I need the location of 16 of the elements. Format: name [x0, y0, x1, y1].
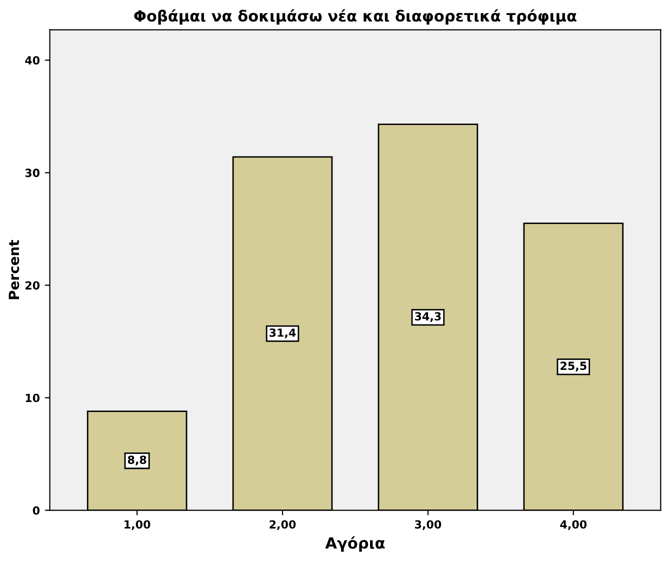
data-label: 8,8 [128, 456, 146, 466]
y-tick-label: 30 [25, 168, 40, 178]
y-tick-label: 40 [25, 56, 40, 65]
data-label: 34,3 [415, 312, 441, 322]
x-tick-label: 2,00 [270, 520, 296, 530]
x-tick-label: 1,00 [124, 520, 150, 530]
x-tick-label: 3,00 [415, 520, 442, 530]
x-axis-title: Αγόρια [325, 536, 385, 552]
y-tick-label: 20 [25, 281, 40, 290]
y-tick-label: 10 [26, 394, 40, 402]
data-label: 31,4 [270, 328, 296, 338]
chart-title: Φοβάμαι να δοκιμάσω νέα και διαφορετικά τρόφιμα [134, 9, 576, 25]
y-axis-title: Percent [8, 240, 20, 300]
data-label: 25,5 [560, 362, 586, 372]
x-tick-label: 4,00 [560, 520, 587, 530]
y-tick-label: 0 [32, 506, 40, 515]
